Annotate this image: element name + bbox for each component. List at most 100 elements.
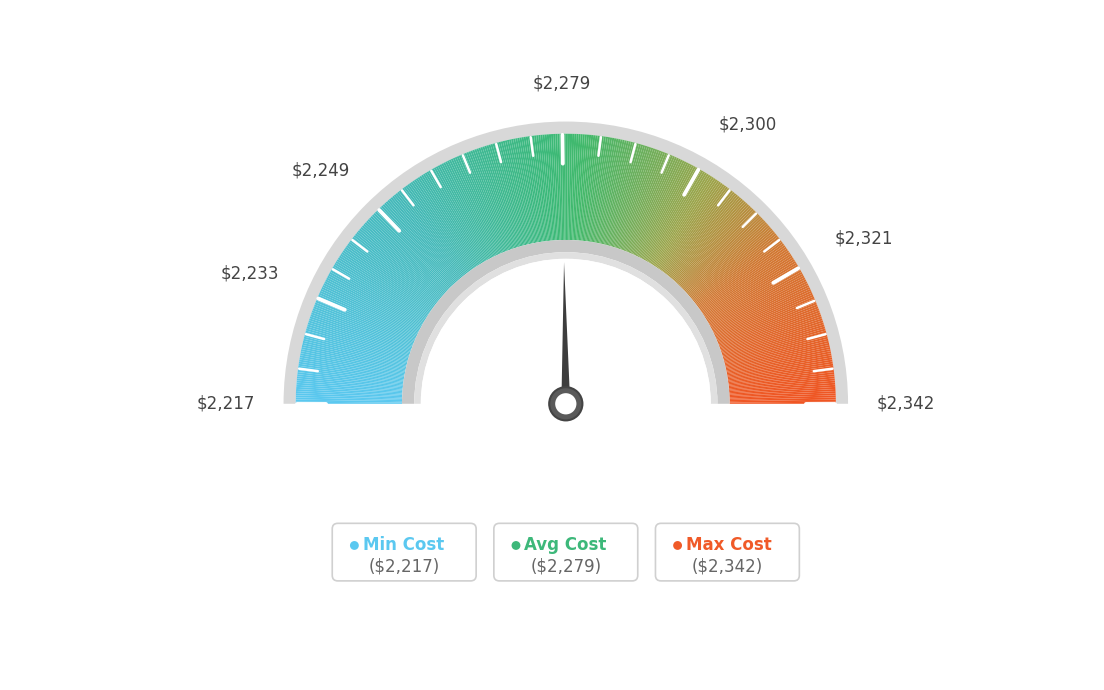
- Wedge shape: [328, 274, 422, 326]
- Wedge shape: [411, 181, 473, 270]
- Wedge shape: [405, 186, 469, 272]
- Wedge shape: [414, 252, 718, 404]
- Wedge shape: [414, 179, 475, 268]
- Wedge shape: [692, 232, 775, 300]
- Wedge shape: [505, 140, 530, 244]
- Wedge shape: [391, 197, 460, 279]
- Wedge shape: [597, 139, 620, 244]
- Wedge shape: [681, 211, 756, 288]
- Wedge shape: [682, 215, 760, 290]
- Wedge shape: [729, 382, 836, 392]
- Wedge shape: [372, 215, 449, 290]
- Wedge shape: [602, 140, 627, 244]
- Wedge shape: [728, 362, 832, 380]
- Wedge shape: [730, 389, 836, 396]
- Wedge shape: [722, 320, 824, 355]
- Wedge shape: [720, 313, 820, 350]
- Circle shape: [673, 541, 682, 550]
- Wedge shape: [296, 400, 402, 402]
- Wedge shape: [728, 366, 834, 382]
- Wedge shape: [468, 151, 508, 251]
- Polygon shape: [561, 262, 571, 404]
- Wedge shape: [322, 285, 418, 333]
- Wedge shape: [314, 306, 413, 346]
- Wedge shape: [637, 160, 684, 257]
- Wedge shape: [476, 148, 512, 249]
- Wedge shape: [298, 366, 404, 382]
- Wedge shape: [296, 385, 402, 393]
- Wedge shape: [344, 247, 433, 310]
- FancyBboxPatch shape: [332, 523, 476, 581]
- Wedge shape: [591, 137, 608, 242]
- Wedge shape: [576, 135, 585, 240]
- Wedge shape: [350, 240, 436, 306]
- Wedge shape: [353, 235, 438, 302]
- Wedge shape: [603, 141, 629, 244]
- Wedge shape: [307, 326, 408, 358]
- Text: $2,217: $2,217: [197, 395, 255, 413]
- Wedge shape: [726, 349, 830, 372]
- Wedge shape: [605, 141, 633, 245]
- Wedge shape: [690, 228, 773, 298]
- Wedge shape: [530, 136, 545, 242]
- Wedge shape: [644, 166, 696, 260]
- Wedge shape: [608, 143, 637, 246]
- Wedge shape: [612, 144, 644, 247]
- Wedge shape: [298, 368, 403, 383]
- Wedge shape: [578, 135, 590, 241]
- Wedge shape: [342, 250, 431, 312]
- Wedge shape: [614, 146, 647, 248]
- Wedge shape: [691, 230, 774, 299]
- Wedge shape: [331, 268, 424, 323]
- Wedge shape: [421, 175, 479, 266]
- Wedge shape: [699, 247, 787, 310]
- Wedge shape: [343, 248, 432, 310]
- Wedge shape: [638, 161, 687, 257]
- Wedge shape: [730, 387, 836, 395]
- Wedge shape: [516, 138, 537, 243]
- Wedge shape: [595, 138, 616, 243]
- Wedge shape: [416, 178, 476, 268]
- Wedge shape: [317, 297, 415, 340]
- Wedge shape: [701, 252, 790, 313]
- Wedge shape: [370, 216, 448, 290]
- Wedge shape: [657, 179, 718, 268]
- Wedge shape: [571, 134, 576, 240]
- Wedge shape: [704, 259, 795, 317]
- Wedge shape: [501, 141, 528, 245]
- Wedge shape: [698, 244, 784, 308]
- Wedge shape: [346, 245, 433, 308]
- Wedge shape: [666, 190, 733, 275]
- Wedge shape: [730, 391, 836, 397]
- Wedge shape: [628, 155, 671, 253]
- Text: Avg Cost: Avg Cost: [524, 536, 607, 555]
- Wedge shape: [712, 283, 808, 332]
- Wedge shape: [701, 250, 789, 312]
- Bar: [274, 404, 858, 437]
- Wedge shape: [677, 206, 751, 284]
- Wedge shape: [728, 364, 834, 381]
- Wedge shape: [656, 178, 715, 268]
- Wedge shape: [389, 199, 459, 280]
- Wedge shape: [297, 376, 403, 388]
- Wedge shape: [320, 289, 417, 335]
- Wedge shape: [497, 142, 526, 246]
- Wedge shape: [326, 277, 421, 328]
- Wedge shape: [577, 135, 587, 241]
- Wedge shape: [309, 316, 411, 352]
- FancyBboxPatch shape: [656, 523, 799, 581]
- FancyBboxPatch shape: [493, 523, 638, 581]
- Wedge shape: [599, 139, 623, 244]
- Wedge shape: [681, 213, 758, 289]
- Text: $2,279: $2,279: [533, 75, 591, 92]
- Wedge shape: [439, 164, 490, 259]
- Wedge shape: [710, 274, 804, 326]
- Wedge shape: [332, 266, 425, 322]
- Wedge shape: [352, 237, 437, 304]
- Wedge shape: [329, 272, 423, 325]
- Wedge shape: [649, 171, 705, 264]
- Wedge shape: [684, 217, 763, 292]
- Wedge shape: [689, 225, 769, 297]
- Wedge shape: [619, 148, 656, 249]
- Wedge shape: [300, 351, 405, 373]
